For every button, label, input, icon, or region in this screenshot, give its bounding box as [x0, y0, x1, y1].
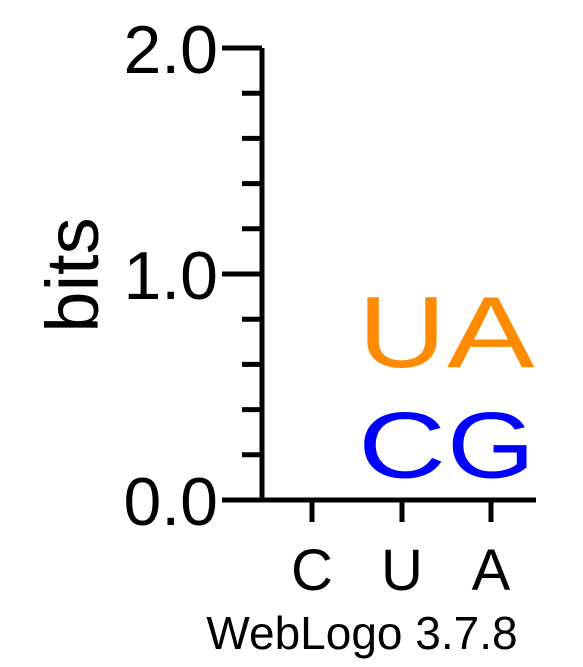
logo-letter-U: U	[358, 276, 446, 389]
x-tick-label: U	[381, 538, 423, 603]
logo-letter-C: C	[358, 393, 446, 497]
x-tick-label: C	[291, 538, 333, 603]
y-tick-label: 0.0	[123, 464, 218, 540]
y-tick-label: 1.0	[123, 238, 218, 314]
y-tick-label: 2.0	[123, 12, 218, 88]
x-tick-label: A	[472, 538, 511, 603]
weblogo-credit: WebLogo 3.7.8	[206, 607, 517, 659]
y-axis: 0.0 1.0 2.0	[123, 12, 265, 540]
logo-letter-G: G	[447, 393, 535, 497]
y-axis-label: bits	[31, 217, 114, 332]
logo-letter-A: A	[447, 276, 535, 389]
